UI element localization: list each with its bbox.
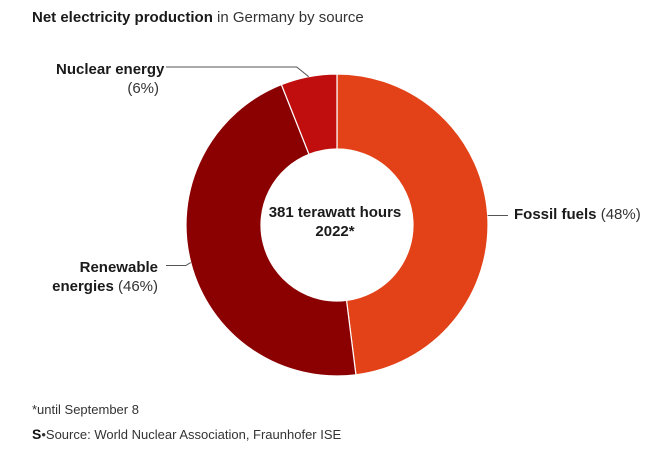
leader-line-nuclear — [166, 66, 310, 78]
chart-title-rest: in Germany by source — [212, 9, 364, 26]
label-fossil-name: Fossil fuels — [514, 206, 597, 223]
donut-slice-fossil-fuels — [336, 73, 489, 376]
footnote: *until September 8 — [32, 402, 139, 417]
label-nuclear: Nuclear energy (6%) — [56, 60, 165, 98]
donut-slice-renewable-energies — [185, 83, 357, 377]
center-total: 381 terawatt hours — [268, 204, 402, 221]
source-text: Source: World Nuclear Association, Fraun… — [45, 427, 342, 442]
chart-title: Net electricity production in Germany by… — [32, 9, 364, 27]
label-renewable-name1: Renewable — [79, 259, 158, 276]
leader-line-renewable — [166, 262, 192, 267]
publisher-logo: S — [32, 426, 42, 442]
label-renewable-name2: energies — [52, 278, 114, 295]
donut-slice-nuclear-energy — [280, 73, 338, 156]
label-fossil: Fossil fuels (48%) — [514, 205, 641, 224]
label-renewable-pct: (46%) — [117, 278, 158, 295]
source-separator: • — [41, 427, 46, 442]
label-fossil-pct: (48%) — [600, 206, 641, 223]
source-line: S•Source: World Nuclear Association, Fra… — [32, 426, 341, 442]
chart-title-bold: Net electricity production — [32, 9, 213, 26]
label-nuclear-name: Nuclear energy — [56, 61, 165, 78]
label-nuclear-pct: (6%) — [127, 80, 159, 97]
label-renewable: Renewable energies (46%) — [40, 258, 158, 296]
center-label: 381 terawatt hours 2022* — [255, 203, 415, 241]
center-year: 2022* — [315, 223, 355, 240]
